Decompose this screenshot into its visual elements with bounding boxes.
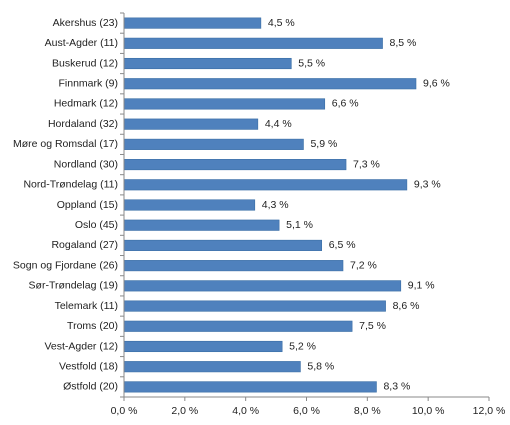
x-tick-label: 12,0 % bbox=[473, 405, 506, 417]
category-label: Rogaland (27) bbox=[51, 239, 118, 251]
category-label: Akershus (23) bbox=[53, 17, 118, 29]
data-label: 4,5 % bbox=[268, 17, 295, 29]
data-label: 9,6 % bbox=[423, 78, 450, 90]
x-tick-label: 2,0 % bbox=[171, 405, 198, 417]
x-tick-label: 6,0 % bbox=[293, 405, 320, 417]
category-label: Vestfold (18) bbox=[59, 360, 118, 372]
data-label: 7,2 % bbox=[350, 259, 377, 271]
bar bbox=[123, 57, 292, 70]
data-label: 4,3 % bbox=[262, 199, 289, 211]
category-label: Oslo (45) bbox=[75, 219, 118, 231]
category-label: Finnmark (9) bbox=[58, 78, 118, 90]
data-label: 6,5 % bbox=[329, 239, 356, 251]
bar bbox=[123, 138, 304, 150]
bar bbox=[123, 320, 353, 332]
category-label: Østfold (20) bbox=[63, 381, 118, 393]
data-label: 6,6 % bbox=[332, 98, 359, 110]
data-label: 9,1 % bbox=[408, 280, 435, 292]
data-label: 5,1 % bbox=[286, 219, 313, 231]
bar bbox=[123, 98, 326, 110]
bar bbox=[123, 118, 259, 130]
data-label: 5,2 % bbox=[289, 340, 316, 352]
bar bbox=[123, 179, 408, 191]
x-tick-label: 10,0 % bbox=[412, 405, 445, 417]
category-label: Telemark (11) bbox=[55, 300, 118, 312]
bar bbox=[123, 239, 323, 251]
bar bbox=[123, 199, 256, 211]
category-label: Troms (20) bbox=[67, 320, 118, 332]
bar bbox=[123, 260, 344, 272]
category-label: Nordland (30) bbox=[54, 158, 118, 170]
category-label: Sør-Trøndelag (19) bbox=[29, 280, 118, 292]
bar bbox=[123, 37, 383, 49]
data-label: 8,5 % bbox=[390, 37, 417, 49]
data-label: 8,6 % bbox=[393, 300, 420, 312]
category-label: Nord-Trøndelag (11) bbox=[23, 179, 118, 191]
x-tick-label: 4,0 % bbox=[232, 405, 259, 417]
data-label: 9,3 % bbox=[414, 179, 441, 191]
bar bbox=[123, 361, 301, 373]
data-label: 5,9 % bbox=[310, 138, 337, 150]
category-label: Oppland (15) bbox=[57, 199, 118, 211]
plot-area: Akershus (23) 4,5 % Aust-Agder (11) 8,5 % Bu… bbox=[13, 12, 506, 417]
category-label: Møre og Romsdal (17) bbox=[13, 138, 118, 150]
category-label: Vest-Agder (12) bbox=[44, 340, 118, 352]
bar bbox=[123, 78, 417, 90]
category-label: Aust-Agder (11) bbox=[45, 37, 118, 49]
bar bbox=[123, 159, 347, 171]
bar bbox=[123, 381, 377, 393]
x-tick-label: 8,0 % bbox=[354, 405, 381, 417]
bar bbox=[123, 340, 283, 353]
bar bbox=[123, 300, 386, 312]
data-label: 5,5 % bbox=[298, 57, 325, 69]
category-label: Buskerud (12) bbox=[52, 57, 118, 69]
bar bbox=[123, 280, 402, 292]
data-label: 8,3 % bbox=[383, 381, 410, 393]
bar bbox=[123, 219, 280, 231]
data-label: 4,4 % bbox=[265, 118, 292, 130]
category-label: Hordaland (32) bbox=[48, 118, 118, 130]
x-tick-label: 0,0 % bbox=[111, 405, 138, 417]
category-label: Sogn og Fjordane (26) bbox=[13, 259, 118, 271]
data-label: 7,5 % bbox=[359, 320, 386, 332]
data-label: 5,8 % bbox=[307, 360, 334, 372]
bar bbox=[123, 17, 262, 29]
category-label: Hedmark (12) bbox=[54, 98, 118, 110]
data-label: 7,3 % bbox=[353, 158, 380, 170]
